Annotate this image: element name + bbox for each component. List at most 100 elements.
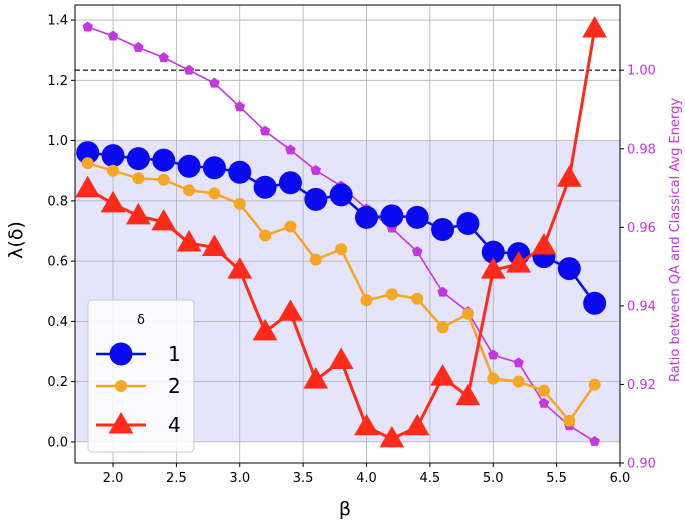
y-tick-label: 0.8	[47, 194, 68, 209]
series-group	[81, 157, 601, 427]
series-2-point	[531, 233, 557, 255]
y2-tick-layer: 0.90 0.92 0.94 0.96 0.98 1.00	[620, 64, 656, 472]
y2-tick-label: 1.00	[627, 64, 656, 79]
x-tick-layer: 2.0 2.5 3.0 3.5 4.0 4.5 5.0 5.5 6.0	[103, 463, 631, 486]
x-tick-label: 5.5	[546, 471, 567, 486]
y2-tick-label: 0.96	[627, 221, 656, 236]
series-0-point	[278, 171, 302, 195]
series-1-point	[588, 378, 601, 391]
series-2-point	[126, 202, 151, 225]
series-2-point	[202, 234, 227, 257]
x-tick-label: 6.0	[610, 471, 631, 486]
x-axis-title: β	[339, 498, 351, 520]
y2-tick-label: 0.98	[627, 142, 656, 157]
series-1-point	[157, 173, 170, 186]
series-0-point	[228, 160, 252, 184]
series-1-point	[208, 187, 221, 200]
series-2-point	[582, 16, 608, 38]
series-2-point	[227, 257, 253, 279]
series-1-point	[487, 372, 500, 385]
x-tick-label: 4.0	[356, 471, 377, 486]
series-0-point	[177, 154, 201, 178]
series-1-point	[335, 243, 348, 256]
series-3-point	[538, 397, 550, 408]
series-0-point	[202, 156, 226, 180]
series-1-point	[309, 253, 322, 266]
series-2-point	[278, 299, 303, 321]
series-group	[75, 16, 608, 448]
series-0-point	[355, 205, 379, 229]
series-2-point	[430, 364, 455, 386]
series-0-point	[481, 240, 505, 264]
series-2-point	[151, 208, 177, 231]
legend: δ 1 2 4	[87, 299, 195, 453]
series-2-point	[252, 318, 278, 341]
series-2-point	[328, 347, 354, 370]
series-0-point	[152, 148, 176, 172]
y-tick-label: 1.2	[47, 74, 68, 89]
y-axis-title: λ(δ)	[5, 221, 27, 259]
series-1-point	[385, 288, 398, 301]
y2-tick-label: 0.94	[627, 299, 656, 314]
series-3-point	[82, 21, 93, 32]
series-2-point	[455, 383, 481, 406]
plot-frame	[74, 4, 621, 464]
y-tick-label: 0.4	[47, 315, 68, 330]
series-2-point	[404, 413, 430, 436]
series-3-point	[107, 30, 119, 41]
series-3-point	[589, 435, 600, 446]
y-tick-label: 0.6	[47, 255, 68, 270]
legend-marker	[115, 380, 127, 392]
series-layer	[75, 16, 608, 448]
series-1-point	[107, 164, 120, 177]
series-2-point	[75, 175, 101, 198]
series-0-point	[380, 204, 404, 228]
series-2-point	[556, 165, 582, 187]
series-1-point	[360, 294, 373, 307]
series-2-point	[354, 413, 379, 436]
series-3-point	[437, 286, 448, 297]
series-2-point	[100, 190, 126, 213]
legend-marker	[109, 342, 133, 366]
series-3-point	[259, 125, 271, 136]
series-3-point	[158, 52, 169, 63]
y-tick-label: 0.0	[47, 435, 68, 450]
x-tick-label: 5.0	[483, 471, 504, 486]
series-3-point	[183, 64, 195, 75]
series-1-point	[233, 197, 246, 210]
series-0-point	[253, 175, 277, 199]
series-1-point	[183, 184, 196, 197]
series-3-point	[310, 164, 322, 175]
series-2-point	[480, 257, 506, 279]
y-tick-label: 0.2	[47, 375, 68, 390]
series-0-point	[101, 144, 125, 168]
series-1-point	[537, 384, 550, 397]
series-2-point	[303, 367, 329, 389]
series-0-point	[405, 205, 429, 229]
legend-label: 1	[168, 342, 181, 366]
legend-label: 2	[168, 374, 181, 398]
x-tick-label: 2.0	[103, 471, 124, 486]
series-0-point	[329, 183, 353, 207]
series-2-point	[379, 425, 405, 448]
legend-title: δ	[137, 313, 145, 328]
series-0-point	[431, 217, 455, 241]
series-1-point	[411, 292, 424, 305]
x-tick-label: 4.5	[420, 471, 441, 486]
y2-axis-title: Ratio between QA and Classical Avg Energ…	[668, 98, 683, 382]
series-1-point	[259, 229, 272, 242]
series-1-point	[512, 375, 525, 388]
series-3-point	[285, 144, 296, 155]
series-group	[76, 141, 607, 315]
series-1-point	[132, 172, 145, 185]
y2-tick-label: 0.92	[627, 378, 656, 393]
series-0-point	[76, 141, 100, 165]
legend-box	[87, 299, 195, 453]
x-tick-label: 3.5	[293, 471, 314, 486]
series-1-point	[563, 414, 576, 427]
series-1-point	[284, 220, 297, 233]
y-tick-label: 1.4	[47, 14, 68, 29]
grid-layer	[75, 5, 621, 463]
x-tick-label: 2.5	[166, 471, 187, 486]
